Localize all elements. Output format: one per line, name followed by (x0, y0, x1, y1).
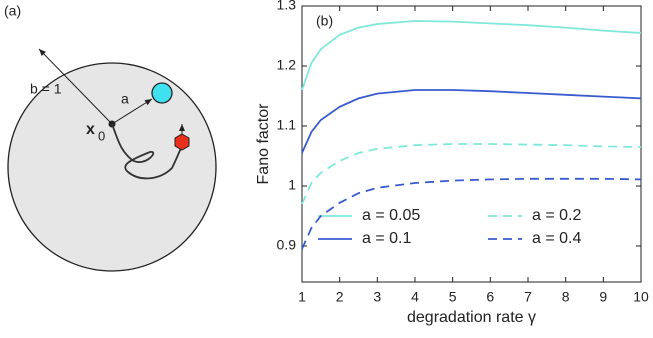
panel-label: (b) (316, 13, 333, 29)
legend-label: a = 0.1 (362, 230, 411, 247)
distance-arrow (111, 98, 153, 125)
y-tick-label: 1.1 (277, 117, 297, 133)
series-line (301, 20, 642, 91)
y-tick-label: 1.2 (277, 57, 297, 73)
distance-label: a (121, 91, 129, 107)
y-tick-label: 0.9 (277, 237, 297, 253)
legend-label: a = 0.2 (532, 207, 581, 224)
x-tick-label: 5 (449, 289, 457, 305)
particle (174, 133, 190, 151)
x-tick-label: 3 (373, 289, 381, 305)
x-tick-label: 9 (599, 289, 607, 305)
series-line (301, 89, 642, 154)
x-axis-label: degradation rate γ (407, 309, 536, 326)
x-tick-label: 10 (633, 289, 649, 305)
x-tick-label: 1 (298, 289, 306, 305)
x-tick-label: 4 (411, 289, 419, 305)
radius-arrow (38, 48, 113, 125)
trajectory (111, 123, 183, 180)
series-line (301, 143, 642, 205)
series-line (301, 177, 642, 250)
target (151, 82, 173, 104)
domain-circle (7, 62, 217, 272)
legend-label: a = 0.05 (362, 207, 420, 224)
x-tick-label: 2 (336, 289, 344, 305)
x-tick-label: 8 (562, 289, 570, 305)
radius-label: b = 1 (30, 81, 62, 97)
start-label: x (86, 121, 95, 138)
y-axis-label: Fano factor (255, 103, 272, 185)
legend-label: a = 0.4 (532, 230, 581, 247)
x-tick-label: 7 (524, 289, 532, 305)
plot-frame (301, 5, 642, 283)
x-tick-label: 6 (486, 289, 494, 305)
start-subscript: 0 (98, 128, 105, 143)
panel-label: (a) (4, 3, 21, 19)
y-tick-label: 1 (288, 177, 296, 193)
y-tick-label: 1.3 (277, 0, 297, 13)
